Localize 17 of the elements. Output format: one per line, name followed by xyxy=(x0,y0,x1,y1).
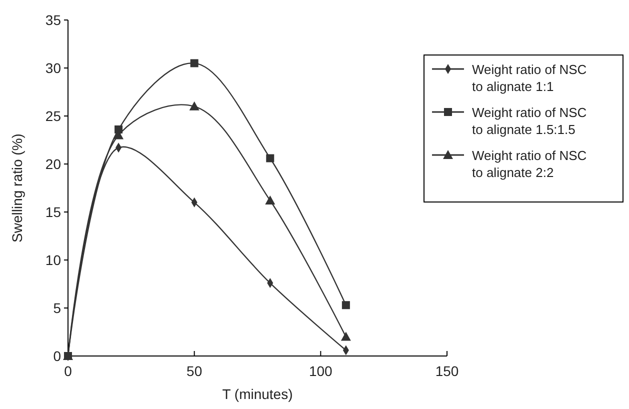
legend-label: Weight ratio of NSC to alignate 1:1 xyxy=(472,62,587,94)
y-tick-label: 10 xyxy=(45,252,62,268)
y-tick-label: 15 xyxy=(45,204,62,220)
legend-label: Weight ratio of NSC to alignate 1.5:1.5 xyxy=(472,105,587,137)
x-tick-label: 0 xyxy=(64,363,72,379)
y-tick-label: 5 xyxy=(53,300,62,316)
x-axis-title: T (minutes) xyxy=(222,386,293,402)
y-axis-title: Swelling ratio (%) xyxy=(9,134,25,242)
y-tick-label: 35 xyxy=(45,12,62,28)
legend-label: Weight ratio of NSC to alignate 2:2 xyxy=(472,148,587,180)
x-tick-label: 100 xyxy=(308,363,333,379)
y-tick-label: 20 xyxy=(45,156,62,172)
y-tick-label: 0 xyxy=(53,348,62,364)
x-tick-label: 150 xyxy=(435,363,459,379)
y-tick-label: 30 xyxy=(45,60,62,76)
y-tick-label: 25 xyxy=(45,108,62,124)
x-tick-label: 50 xyxy=(186,363,202,379)
